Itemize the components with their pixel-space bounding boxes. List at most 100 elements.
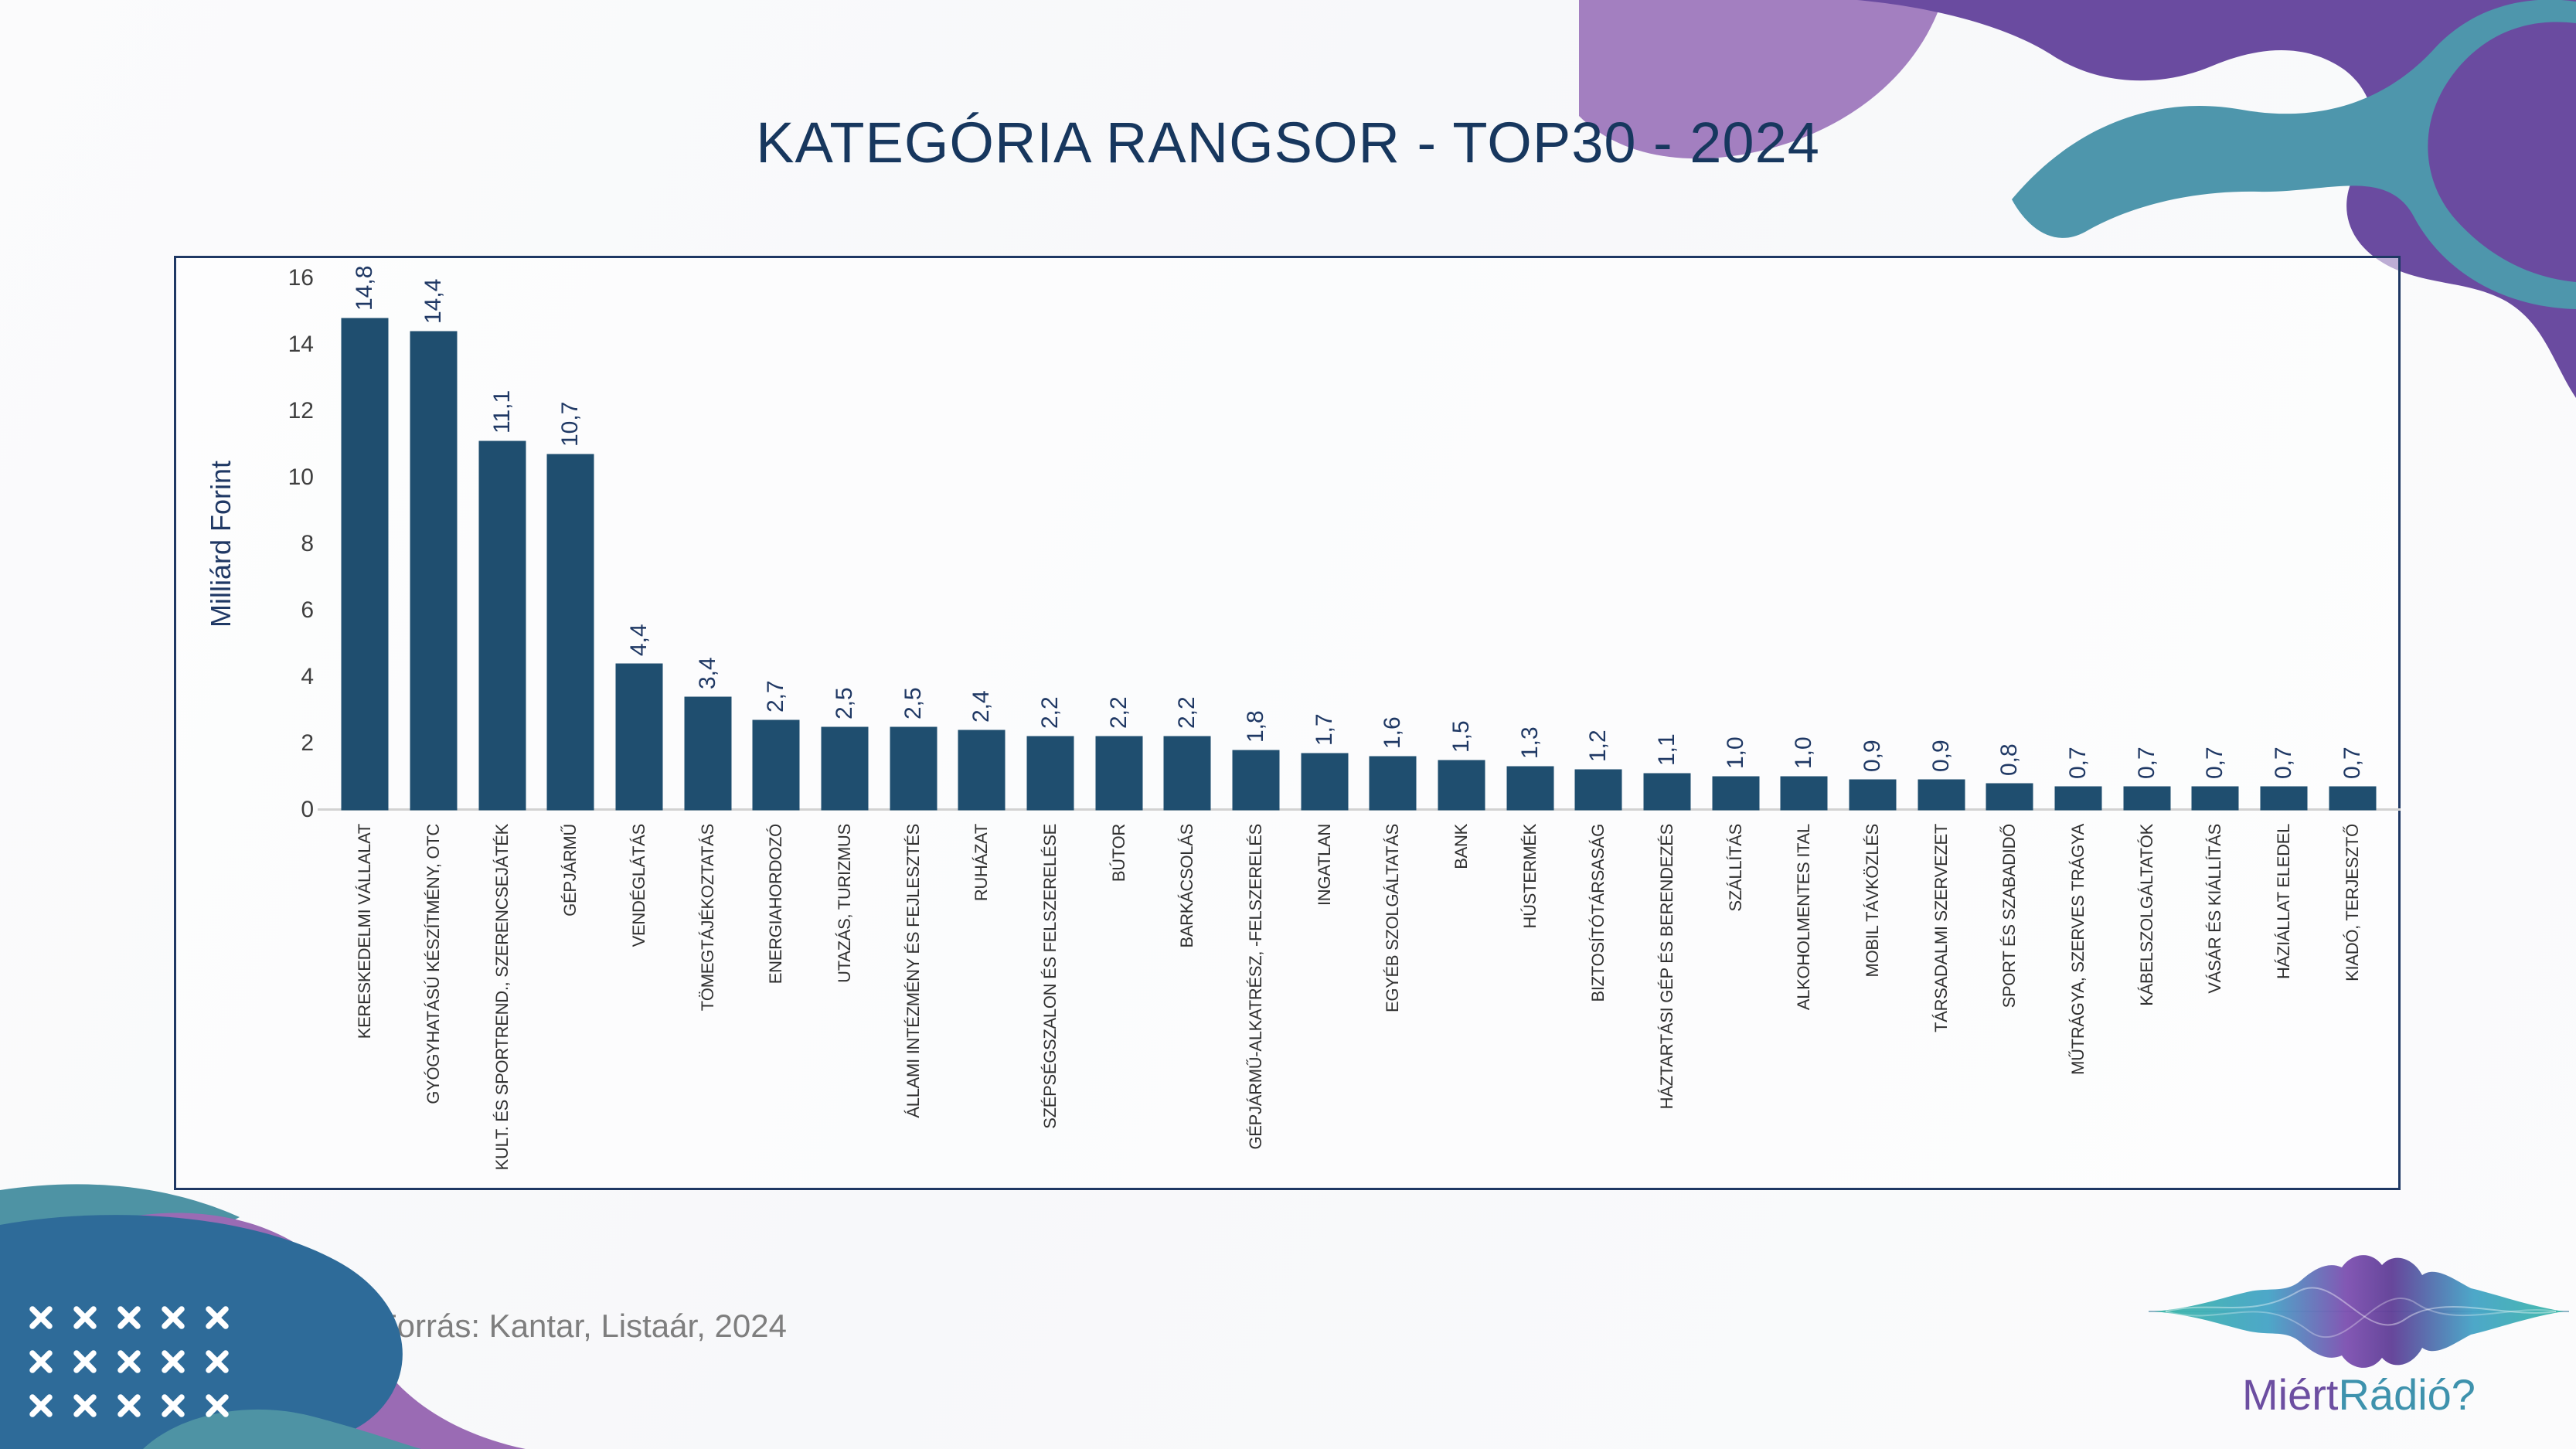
- bar-value-label: 2,5: [831, 686, 857, 719]
- decor-cross-icon: [206, 1350, 229, 1373]
- bar: [1849, 780, 1896, 810]
- category-label: HÁZTARTÁSI GÉP ÉS BERENDEZÉS: [1656, 824, 1676, 1110]
- y-tick-label: 12: [288, 398, 314, 423]
- bar-column: 0,7 KÁBELSZOLGÁLTATÓK: [2112, 258, 2181, 1188]
- category-label: GÉPJÁRMŰ-ALKATRÉSZ, -FELSZERELÉS: [1245, 824, 1265, 1150]
- category-label: MŰTRÁGYA, SZERVES TRÁGYA: [2067, 824, 2088, 1075]
- bar-value-label: 1,8: [1242, 709, 1268, 743]
- bar: [410, 331, 457, 810]
- decor-cross-icon: [73, 1394, 97, 1417]
- bar: [753, 719, 800, 810]
- logo-text-primary: Miért: [2242, 1370, 2339, 1419]
- category-label: MOBIL TÁVKÖZLÉS: [1862, 824, 1882, 978]
- y-tick-label: 6: [301, 597, 314, 623]
- category-label: GYÓGYHATÁSÚ KÉSZÍTMÉNY, OTC: [423, 824, 443, 1104]
- decor-cross-icon: [117, 1394, 141, 1417]
- bar: [342, 318, 389, 810]
- logo-text: MiértRádió?: [2242, 1370, 2476, 1419]
- bar-column: 1,3 HÚSTERMÉK: [1496, 258, 1564, 1188]
- blue-blob-shape: [0, 1215, 403, 1449]
- y-tick-label: 0: [301, 797, 314, 822]
- bar-value-label: 0,9: [1859, 740, 1885, 773]
- bar-value-label: 1,2: [1585, 730, 1611, 763]
- y-tick-label: 14: [288, 332, 314, 357]
- category-label: ALKOHOLMENTES ITAL: [1794, 824, 1814, 1011]
- bar-column: 0,7 VÁSÁR ÉS KIÁLLÍTÁS: [2181, 258, 2250, 1188]
- bar-column: 0,9 MOBIL TÁVKÖZLÉS: [1839, 258, 1907, 1188]
- bar: [2192, 786, 2239, 810]
- bar: [2054, 786, 2101, 810]
- bar-column: 1,2 BIZTOSÍTÓTÁRSASÁG: [1564, 258, 1633, 1188]
- bar: [615, 663, 662, 810]
- decor-cross-icon: [117, 1350, 141, 1373]
- category-label: TÖMEGTÁJÉKOZTATÁS: [697, 824, 717, 1012]
- bar-value-label: 0,7: [2202, 747, 2228, 779]
- category-label: TÁRSADALMI SZERVEZET: [1931, 824, 1951, 1032]
- bar: [684, 696, 731, 810]
- bar-column: 11,1 KULT. ÉS SPORTREND., SZERENCSEJÁTÉK: [468, 258, 536, 1188]
- bar: [890, 726, 937, 810]
- bar: [2260, 786, 2307, 810]
- decor-cross-grid: [29, 1306, 229, 1417]
- bar-column: 14,4 GYÓGYHATÁSÚ KÉSZÍTMÉNY, OTC: [400, 258, 468, 1188]
- category-label: BIZTOSÍTÓTÁRSASÁG: [1588, 824, 1608, 1002]
- bar-column: 14,8 KERESKEDELMI VÁLLALAT: [331, 258, 400, 1188]
- bar: [2329, 786, 2376, 810]
- category-label: BARKÁCSOLÁS: [1177, 824, 1197, 948]
- bar-column: 0,8 SPORT ÉS SZABADIDŐ: [1975, 258, 2044, 1188]
- bar: [1095, 736, 1142, 810]
- bar-value-label: 1,0: [1791, 736, 1817, 769]
- category-label: KULT. ÉS SPORTREND., SZERENCSEJÁTÉK: [492, 824, 512, 1171]
- bar: [1232, 750, 1279, 810]
- bar-value-label: 1,1: [1653, 733, 1679, 766]
- bar-value-label: 0,9: [1928, 740, 1954, 773]
- bar-column: 0,7 HÁZIÁLLAT ELEDEL: [2250, 258, 2319, 1188]
- bar-value-label: 2,4: [968, 690, 995, 723]
- bar-column: 2,2 SZÉPSÉGSZALON ÉS FELSZERELÉSE: [1016, 258, 1085, 1188]
- bar-value-label: 10,7: [557, 401, 584, 447]
- decor-cross-icon: [206, 1306, 229, 1329]
- bar: [1164, 736, 1211, 810]
- bar-column: 2,5 ÁLLAMI INTÉZMÉNY ÉS FEJLESZTÉS: [879, 258, 948, 1188]
- category-label: BÚTOR: [1108, 824, 1128, 883]
- category-label: KERESKEDELMI VÁLLALAT: [355, 824, 375, 1039]
- bar-column: 4,4 VENDÉGLÁTÁS: [605, 258, 674, 1188]
- bar: [547, 454, 594, 810]
- bar-value-label: 2,2: [1036, 696, 1063, 730]
- bar: [1370, 757, 1417, 810]
- bar-column: 1,7 INGATLAN: [1290, 258, 1359, 1188]
- decor-cross-icon: [162, 1350, 185, 1373]
- category-label: VENDÉGLÁTÁS: [628, 824, 648, 947]
- bar-value-label: 1,5: [1448, 719, 1474, 753]
- bar: [1301, 753, 1348, 810]
- light-purple-wave-shape: [1579, 0, 1942, 159]
- bar: [478, 440, 526, 810]
- y-tick-label: 2: [301, 730, 314, 756]
- bar-value-label: 2,2: [1105, 696, 1131, 730]
- bar: [958, 730, 1006, 810]
- page-title: KATEGÓRIA RANGSOR - TOP30 - 2024: [756, 111, 1820, 175]
- category-label: HÁZIÁLLAT ELEDEL: [2273, 824, 2293, 980]
- logo-text-secondary: Rádió?: [2338, 1370, 2475, 1419]
- decor-cross-icon: [29, 1394, 53, 1417]
- bar-column: 2,2 BARKÁCSOLÁS: [1153, 258, 1222, 1188]
- category-label: SPORT ÉS SZABADIDŐ: [1999, 824, 2020, 1009]
- bar: [1575, 770, 1622, 810]
- bar-value-label: 14,4: [420, 278, 446, 324]
- bar: [1643, 773, 1690, 810]
- bar-column: 1,6 EGYÉB SZOLGÁLTATÁS: [1359, 258, 1428, 1188]
- bar-column: 2,5 UTAZÁS, TURIZMUS: [811, 258, 880, 1188]
- decor-cross-icon: [29, 1306, 53, 1329]
- bar-value-label: 1,6: [1380, 716, 1406, 750]
- bar-column: 2,4 RUHÁZAT: [948, 258, 1016, 1188]
- y-tick-label: 4: [301, 664, 314, 689]
- decor-cross-icon: [162, 1394, 185, 1417]
- bar-value-label: 2,7: [763, 680, 789, 713]
- category-label: SZÁLLÍTÁS: [1725, 824, 1745, 912]
- category-label: ÁLLAMI INTÉZMÉNY ÉS FEJLESZTÉS: [903, 824, 923, 1118]
- category-label: UTAZÁS, TURIZMUS: [834, 824, 854, 983]
- bar-column: 2,7 ENERGIAHORDOZÓ: [742, 258, 811, 1188]
- bar-column: 0,7 MŰTRÁGYA, SZERVES TRÁGYA: [2044, 258, 2113, 1188]
- bar-column: 1,0 SZÁLLÍTÁS: [1701, 258, 1770, 1188]
